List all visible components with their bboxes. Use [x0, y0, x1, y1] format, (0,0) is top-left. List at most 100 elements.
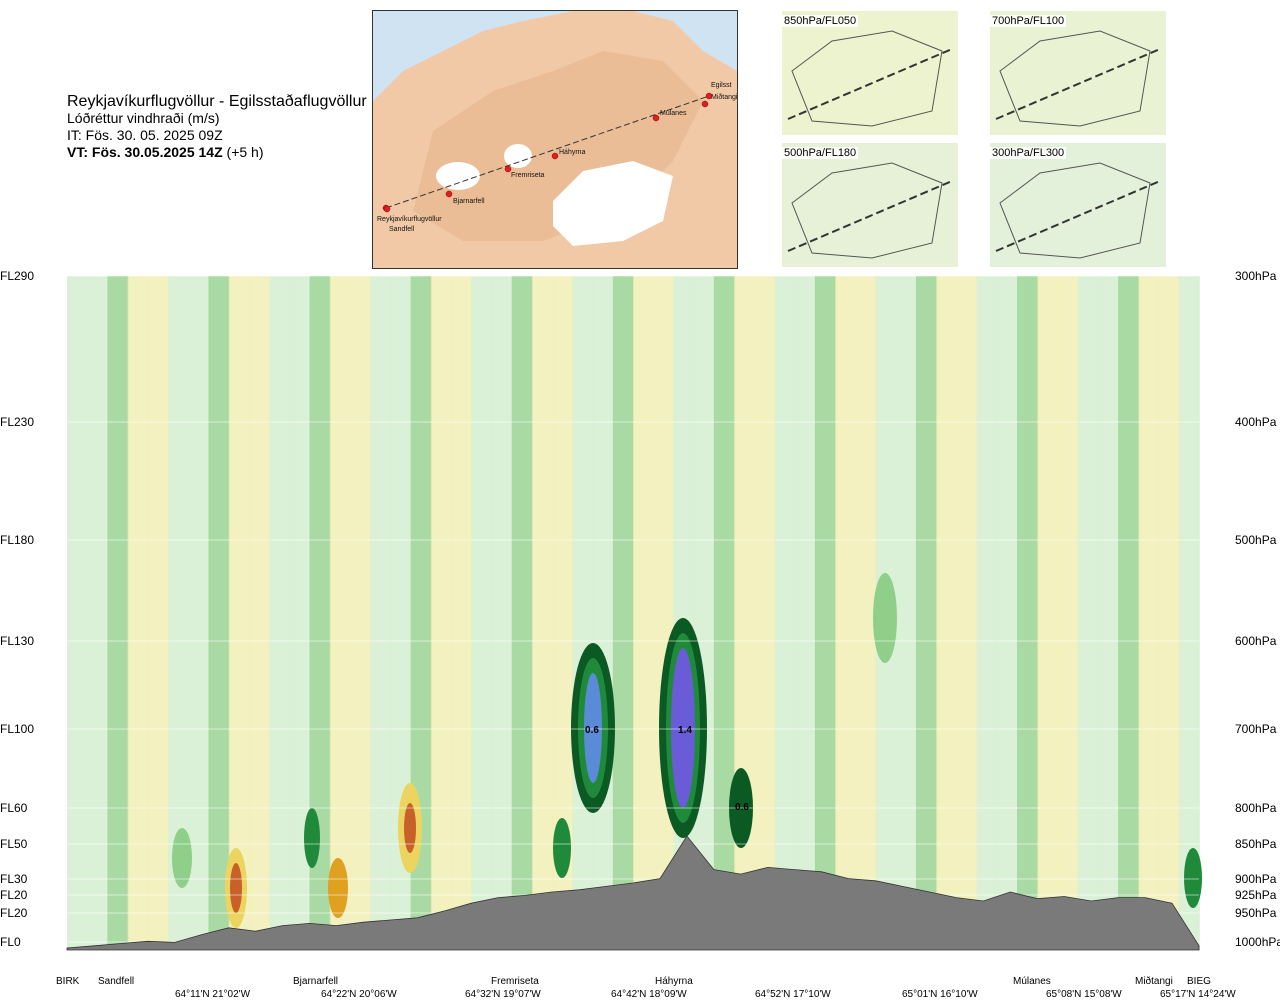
mini-bg [782, 11, 958, 135]
field-band [451, 276, 473, 950]
terrain-profile [66, 835, 1200, 951]
field-band [936, 276, 958, 950]
terrain-area [66, 835, 1200, 951]
mini-bg [990, 11, 1166, 135]
velocity-cell [172, 828, 192, 888]
mini-map-500: 500hPa/FL180 [782, 143, 958, 267]
mini-coast [791, 162, 943, 259]
field-band [612, 276, 634, 950]
pressure-level-label: 1000hPa [1235, 935, 1280, 949]
issue-time: IT: Fös. 30. 05. 2025 09Z [67, 127, 223, 143]
mini-map-700-svg [990, 11, 1166, 135]
coordinate-label: 64°42'N 18°09'W [611, 989, 687, 1000]
flight-level-label: FL0 [0, 935, 21, 949]
station-label: BIEG [1187, 976, 1211, 987]
field-band [147, 276, 170, 950]
velocity-cell [873, 573, 897, 663]
field-band [592, 276, 614, 950]
flight-level-label: FL30 [0, 872, 28, 886]
station-label: Miðtangi [1135, 975, 1173, 987]
field-band [855, 276, 877, 950]
max-value-labels: 0.6 1.4 0.6 [585, 725, 749, 813]
coordinate-label: 64°11'N 21°02'W [175, 989, 251, 1000]
waypoint-marker [445, 190, 453, 198]
pressure-level-label: 850hPa [1235, 837, 1277, 851]
field-band [835, 276, 857, 950]
coordinate-label: 64°32'N 19°07'W [465, 989, 541, 1000]
field-band [1057, 276, 1079, 950]
glacier-west [436, 162, 480, 190]
field-band [188, 276, 210, 950]
flight-level-label: FL130 [0, 634, 34, 648]
station-label: Bjarnarfell [293, 976, 338, 987]
pressure-level-label: 950hPa [1235, 906, 1277, 920]
waypoint-marker [705, 92, 713, 100]
field-band [734, 276, 756, 950]
flight-level-label: FL180 [0, 533, 34, 547]
title-block: Reykjavíkurflugvöllur - Egilsstaðaflugvö… [67, 93, 367, 161]
mini-route [995, 48, 1161, 120]
field-band [956, 276, 978, 950]
mini-label: 300hPa/FL300 [990, 147, 1067, 159]
field-band [1037, 276, 1059, 950]
mini-label: 700hPa/FL100 [990, 15, 1067, 27]
quantity-label: Lóðréttur vindhraði (m/s) [67, 110, 220, 126]
field-band [289, 276, 311, 950]
waypoint-marker [383, 205, 391, 213]
field-band [814, 276, 837, 950]
field-band [228, 276, 250, 950]
waypoint-label: Háhyrna [559, 149, 586, 156]
max-value-label: 1.4 [678, 725, 692, 736]
field-band [208, 276, 230, 950]
field-band [633, 276, 655, 950]
pressure-level-label: 800hPa [1235, 801, 1277, 815]
field-band [1178, 276, 1200, 950]
field-band [248, 276, 271, 950]
field-band [390, 276, 412, 950]
station-label: Háhyrna [655, 976, 693, 987]
valid-time-offset: (+5 h) [222, 144, 264, 160]
field-band [1158, 276, 1180, 950]
flight-level-label: FL230 [0, 415, 34, 429]
field-band [350, 276, 372, 950]
mini-map-300: 300hPa/FL300 [990, 143, 1166, 267]
field-band [774, 276, 796, 950]
pressure-level-label: 925hPa [1235, 888, 1277, 902]
valid-time-value: VT: Fös. 30.05.2025 14Z [67, 144, 223, 160]
station-label: Fremriseta [491, 976, 539, 987]
mini-map-700: 700hPa/FL100 [990, 11, 1166, 135]
field-band [269, 276, 291, 950]
field-band [653, 276, 675, 950]
waypoint-label: Múlanes [660, 110, 687, 117]
field-band [127, 276, 149, 950]
station-label: Múlanes [1013, 976, 1051, 987]
mini-bg [782, 143, 958, 267]
waypoint-label: Sandfell [389, 226, 415, 233]
flight-level-label: FL20 [0, 906, 28, 920]
velocity-cell [404, 803, 416, 853]
mini-label: 500hPa/FL180 [782, 147, 859, 159]
max-value-label: 0.6 [585, 725, 599, 736]
cross-section-chart: FL290 FL230 FL180 FL130 FL100 FL60 FL50 FL30 FL2… [0, 269, 1280, 1000]
station-label: Sandfell [98, 976, 134, 987]
pressure-level-label: 700hPa [1235, 722, 1277, 736]
axis-labels: FL290 FL230 FL180 FL130 FL100 FL60 FL50 FL30 FL2… [0, 269, 1280, 949]
glacier-central [504, 144, 532, 168]
field-band [410, 276, 432, 950]
waypoint-label: Bjarnarfell [453, 198, 485, 205]
route-title: Reykjavíkurflugvöllur - Egilsstaðaflugvö… [67, 93, 367, 110]
velocity-cell [1184, 848, 1202, 908]
mini-route [995, 180, 1161, 252]
waypoint-label: Egilsst [711, 82, 732, 89]
station-label: BIRK [56, 976, 80, 987]
field-band [996, 276, 1019, 950]
map-waypoints: Reykjavíkurflugvöllur Sandfell Bjarnarfell… [377, 82, 737, 233]
mini-bg [990, 143, 1166, 267]
mini-coast [791, 30, 943, 127]
station-labels: BIRK Sandfell Bjarnarfell Fremriseta Háhyrna… [56, 975, 1236, 1000]
velocity-cell [584, 673, 602, 783]
mini-map-850: 850hPa/FL050 [782, 11, 958, 135]
mini-coast [999, 30, 1151, 127]
velocity-cell [328, 858, 348, 918]
field-band [895, 276, 917, 950]
